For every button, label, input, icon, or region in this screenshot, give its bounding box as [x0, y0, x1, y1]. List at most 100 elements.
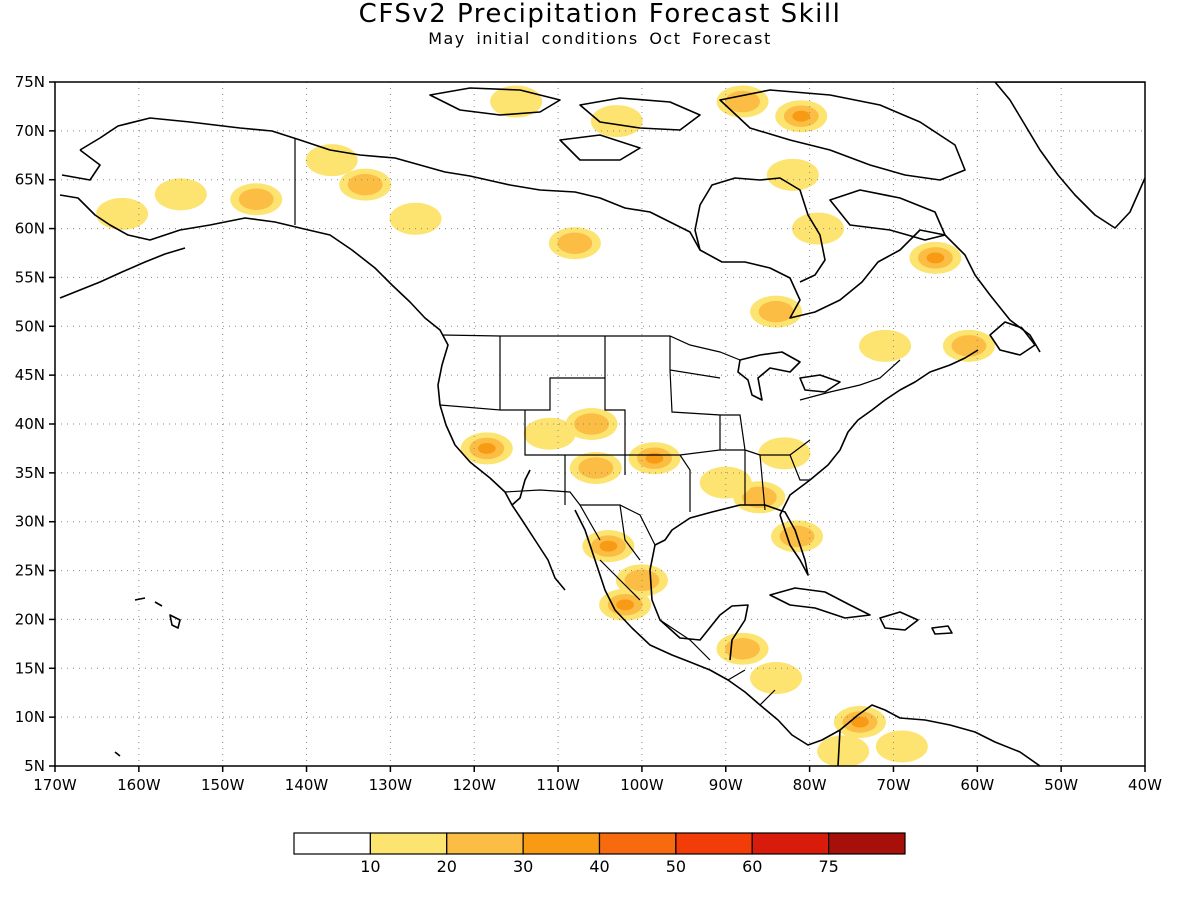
x-tick-label: 100W: [620, 776, 664, 794]
colorbar-swatch: [828, 832, 906, 855]
x-tick-label: 120W: [452, 776, 496, 794]
skill-shade-cell: [758, 437, 811, 470]
x-tick-label: 150W: [201, 776, 245, 794]
skill-shade-cell: [725, 90, 760, 113]
us-canada-border: [441, 334, 901, 401]
y-tick-label: 50N: [15, 317, 45, 335]
skill-shade-cell: [766, 158, 819, 191]
colorbar-label: 60: [742, 857, 762, 876]
mexico-state-borders: [579, 504, 776, 706]
colorbar: 10 20 30 40 50 60 75: [293, 832, 906, 876]
colorbar-label: 20: [437, 857, 457, 876]
greenland-coastline: [994, 82, 1145, 229]
skill-shade-cell: [154, 178, 207, 211]
y-tick-label: 40N: [15, 415, 45, 433]
colorbar-swatch: [598, 832, 677, 855]
x-tick-label: 90W: [709, 776, 743, 794]
arctic-island-4: [559, 134, 641, 161]
y-tick-label: 45N: [15, 366, 45, 384]
y-axis: 5N 10N 15N 20N 25N 30N 35N 40N 45N 50N 55N 60N 65N 70…: [15, 73, 55, 775]
x-tick-label: 110W: [536, 776, 580, 794]
arctic-island-2: [579, 97, 701, 131]
hudson-bay-coastline: [694, 177, 826, 283]
x-axis: 170W 160W 150W 140W 130W 120W 110W 100W 90W 80W 70…: [33, 766, 1162, 794]
puerto-rico-coastline: [931, 625, 953, 635]
hispaniola-coastline: [879, 611, 919, 631]
skill-shade-cell: [557, 232, 593, 254]
chart-title: CFSv2 Precipitation Forecast Skill: [358, 0, 842, 29]
x-tick-label: 40W: [1128, 776, 1162, 794]
hawaii-islands: [114, 597, 181, 757]
skill-shade-cell: [951, 335, 987, 357]
y-tick-label: 5N: [24, 757, 45, 775]
skill-shading-layer: [96, 85, 995, 766]
x-tick-label: 170W: [33, 776, 77, 794]
skill-shade-cell: [792, 110, 811, 122]
chart-subtitle: May initial conditions Oct Forecast: [428, 29, 772, 48]
x-tick-label: 70W: [877, 776, 911, 794]
colorbar-swatch: [293, 832, 371, 855]
y-tick-label: 25N: [15, 562, 45, 580]
gulf-coastline: [649, 504, 809, 661]
y-tick-label: 55N: [15, 268, 45, 286]
colorbar-label: 10: [360, 857, 380, 876]
cuba-coastline: [769, 587, 871, 619]
colorbar-swatch: [522, 832, 601, 855]
baffin-island: [829, 189, 946, 241]
newfoundland-coastline: [989, 321, 1036, 356]
south-america-coastline: [837, 704, 1041, 766]
skill-shade-cell: [574, 413, 610, 435]
skill-shade-cell: [490, 85, 543, 118]
great-lakes: [737, 351, 841, 401]
y-tick-label: 10N: [15, 708, 45, 726]
colorbar-label: 75: [818, 857, 838, 876]
colorbar-label: 50: [666, 857, 686, 876]
skill-shade-cell: [389, 202, 442, 235]
x-tick-label: 60W: [960, 776, 994, 794]
colorbar-swatch: [675, 832, 753, 855]
skill-shade-cell: [599, 540, 618, 552]
skill-shade-cell: [926, 252, 945, 264]
atlantic-coastline: [779, 349, 979, 516]
y-tick-label: 70N: [15, 122, 45, 140]
skill-shade-cell: [875, 730, 928, 763]
pacific-coastline: [439, 404, 841, 746]
y-tick-label: 15N: [15, 659, 45, 677]
y-tick-label: 35N: [15, 464, 45, 482]
us-state-borders: [439, 336, 811, 512]
political-borders: [294, 138, 901, 706]
skill-shade-cell: [750, 662, 803, 695]
y-tick-label: 75N: [15, 73, 45, 91]
alaska-west-coast: [59, 149, 449, 406]
skill-shade-cell: [590, 105, 643, 138]
skill-shade-cell: [238, 188, 274, 210]
x-tick-label: 130W: [369, 776, 413, 794]
skill-shade-cell: [96, 197, 149, 230]
skill-shade-cell: [859, 329, 912, 362]
x-tick-label: 50W: [1044, 776, 1078, 794]
y-tick-label: 60N: [15, 220, 45, 238]
gridlines: [55, 82, 1145, 766]
skill-shade-cell: [758, 300, 794, 323]
arctic-island-3: [719, 89, 966, 181]
skill-shade-cell: [817, 735, 870, 766]
x-tick-label: 80W: [793, 776, 827, 794]
colorbar-label: 30: [513, 857, 533, 876]
skill-shade-cell: [578, 457, 614, 479]
y-tick-label: 65N: [15, 171, 45, 189]
skill-shade-cell: [741, 486, 777, 509]
colorbar-label: 40: [589, 857, 609, 876]
y-tick-label: 20N: [15, 610, 45, 628]
colorbar-swatch: [369, 832, 448, 855]
skill-shade-cell: [699, 466, 752, 499]
skill-shade-cell: [645, 452, 664, 464]
skill-shade-cell: [347, 173, 383, 196]
arctic-island-1: [429, 87, 561, 116]
skill-shade-cell: [725, 638, 760, 660]
x-tick-label: 140W: [285, 776, 329, 794]
skill-shade-cell: [523, 417, 576, 450]
aleutian-islands: [59, 247, 186, 299]
skill-shade-cell: [477, 442, 496, 454]
colorbar-swatch: [446, 832, 524, 855]
